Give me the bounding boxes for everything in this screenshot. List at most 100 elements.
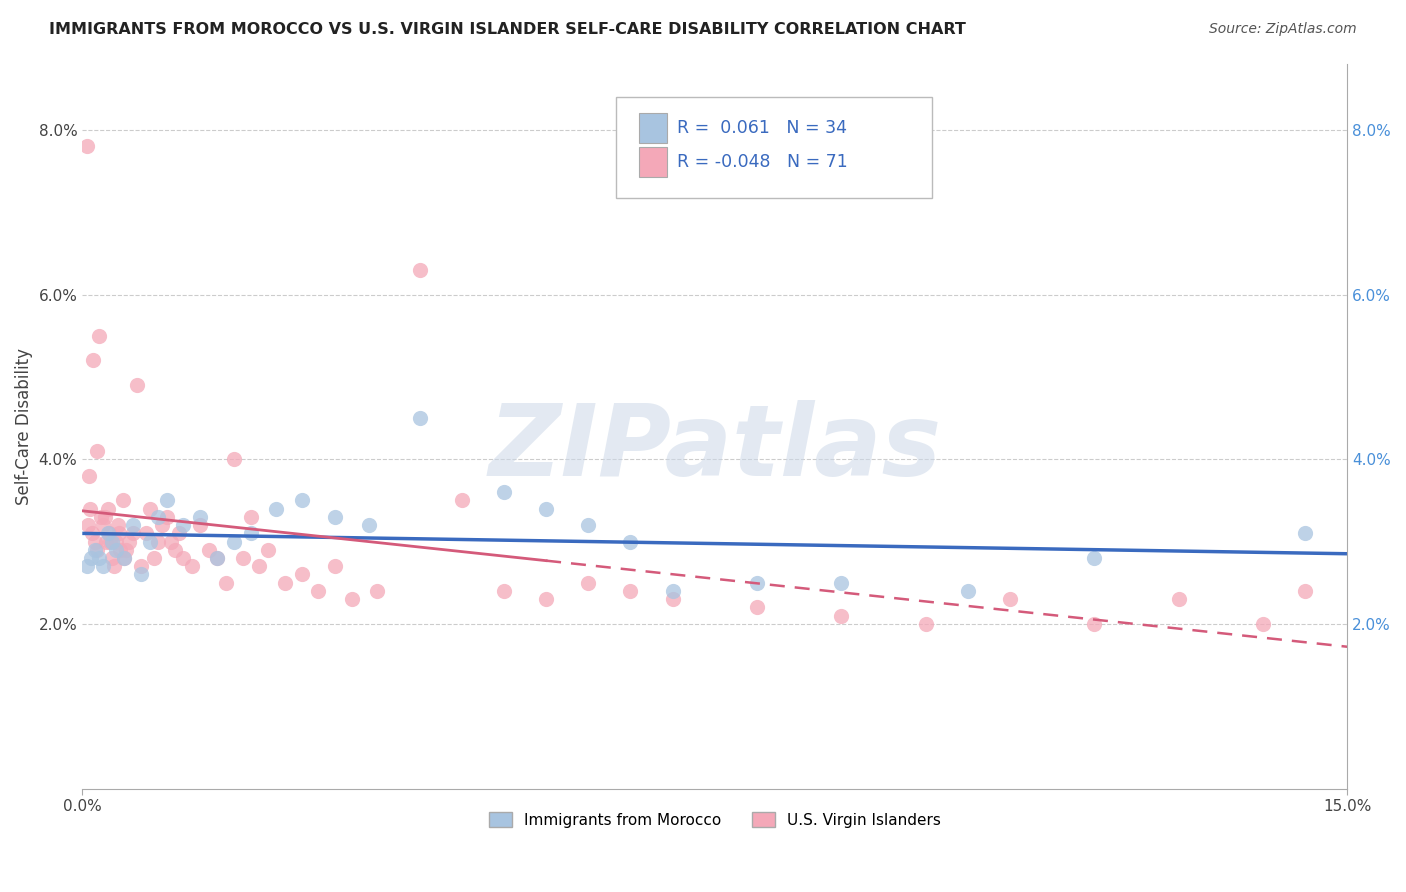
Point — [1083, 616, 1105, 631]
Point — [197, 542, 219, 557]
Point — [323, 509, 346, 524]
Point — [82, 353, 104, 368]
Point — [127, 378, 149, 392]
Y-axis label: Self-Care Disability: Self-Care Disability — [15, 348, 32, 505]
Point — [1294, 526, 1316, 541]
Point — [143, 551, 166, 566]
Point — [492, 583, 515, 598]
Point — [1294, 583, 1316, 598]
Text: R =  0.061   N = 34: R = 0.061 N = 34 — [676, 119, 846, 136]
Point — [80, 551, 103, 566]
Point — [114, 551, 136, 566]
Point — [77, 468, 100, 483]
Point — [745, 600, 768, 615]
Point — [148, 534, 170, 549]
Point — [661, 583, 683, 598]
Point — [89, 551, 111, 566]
Text: ZIPatlas: ZIPatlas — [488, 400, 942, 497]
Point — [165, 542, 187, 557]
Point — [181, 559, 204, 574]
Point — [576, 518, 599, 533]
Point — [118, 534, 141, 549]
Point — [534, 501, 557, 516]
Point — [247, 559, 270, 574]
Legend: Immigrants from Morocco, U.S. Virgin Islanders: Immigrants from Morocco, U.S. Virgin Isl… — [481, 804, 949, 835]
Point — [239, 526, 262, 541]
Point — [152, 518, 174, 533]
Point — [661, 592, 683, 607]
Point — [173, 518, 195, 533]
Point — [139, 501, 162, 516]
Point — [830, 608, 852, 623]
Point — [190, 509, 212, 524]
Point — [576, 575, 599, 590]
Point — [408, 411, 430, 425]
Bar — [638, 112, 666, 143]
Point — [745, 575, 768, 590]
Point — [84, 534, 107, 549]
Point — [89, 328, 111, 343]
Point — [94, 509, 117, 524]
Bar — [638, 146, 666, 178]
Point — [114, 551, 136, 566]
Point — [101, 534, 124, 549]
Point — [76, 139, 98, 153]
Point — [239, 509, 262, 524]
Point — [98, 534, 121, 549]
Point — [492, 485, 515, 500]
Point — [214, 575, 236, 590]
Point — [998, 592, 1021, 607]
Point — [190, 518, 212, 533]
Point — [156, 509, 179, 524]
Point — [290, 567, 312, 582]
Point — [173, 551, 195, 566]
Point — [156, 493, 179, 508]
Point — [107, 526, 129, 541]
Point — [84, 542, 107, 557]
Point — [93, 559, 115, 574]
Point — [956, 583, 979, 598]
Point — [122, 518, 145, 533]
Point — [619, 534, 641, 549]
Point — [115, 542, 138, 557]
Point — [205, 551, 228, 566]
Point — [131, 559, 153, 574]
Point — [169, 526, 191, 541]
Point — [90, 509, 112, 524]
Point — [264, 501, 287, 516]
Point — [111, 493, 134, 508]
Point — [148, 509, 170, 524]
Point — [97, 501, 120, 516]
Point — [290, 493, 312, 508]
Point — [122, 526, 145, 541]
Point — [534, 592, 557, 607]
Point — [1251, 616, 1274, 631]
Point — [450, 493, 472, 508]
Point — [82, 526, 104, 541]
Point — [77, 518, 100, 533]
Point — [76, 559, 98, 574]
Point — [98, 526, 121, 541]
Point — [366, 583, 388, 598]
Point — [160, 534, 183, 549]
Point — [222, 534, 245, 549]
Point — [1167, 592, 1189, 607]
Point — [101, 551, 124, 566]
Point — [205, 551, 228, 566]
Point — [110, 542, 132, 557]
Point — [340, 592, 363, 607]
Point — [139, 534, 162, 549]
Point — [97, 526, 120, 541]
Point — [131, 567, 153, 582]
Point — [86, 444, 108, 458]
Point — [619, 583, 641, 598]
Point — [135, 526, 157, 541]
Point — [1083, 551, 1105, 566]
Point — [408, 263, 430, 277]
Point — [93, 518, 115, 533]
Text: R = -0.048   N = 71: R = -0.048 N = 71 — [676, 153, 848, 171]
Point — [79, 501, 101, 516]
Point — [830, 575, 852, 590]
Point — [914, 616, 936, 631]
Point — [273, 575, 295, 590]
